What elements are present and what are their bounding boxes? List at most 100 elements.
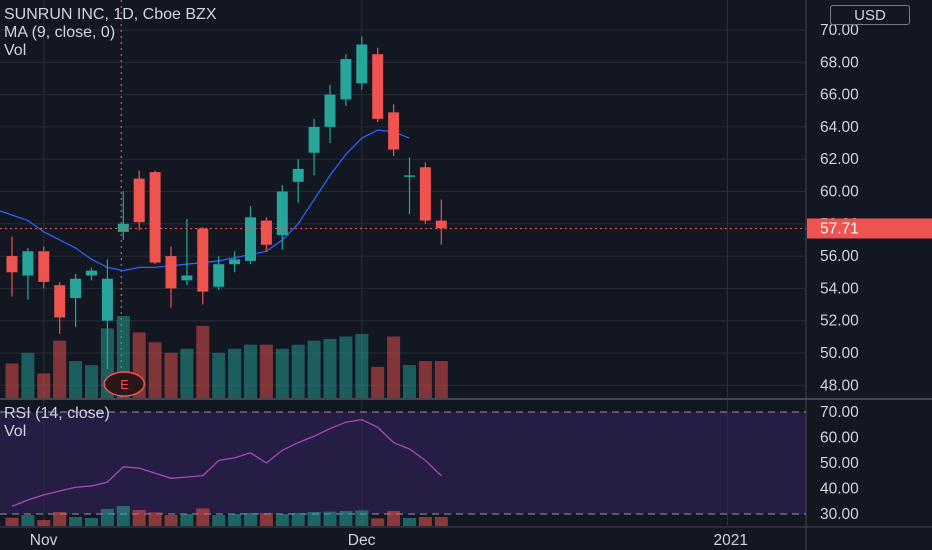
candle[interactable] <box>324 84 336 144</box>
candle[interactable] <box>388 104 400 156</box>
candle[interactable] <box>245 206 256 265</box>
candle-body <box>404 175 415 177</box>
candle-body <box>229 259 241 265</box>
candle[interactable] <box>70 273 82 328</box>
symbol-legend[interactable]: SUNRUN INC, 1D, Cboe BZX <box>4 6 217 23</box>
volume-bar <box>323 338 337 398</box>
candle[interactable] <box>340 54 352 106</box>
candle-body <box>292 168 304 182</box>
rsi-vol-legend[interactable]: Vol <box>4 423 27 440</box>
candle-body <box>149 172 161 263</box>
price-axis-label: 64.00 <box>820 119 859 136</box>
price-axis-label: 68.00 <box>820 54 859 71</box>
rsi-volume-bar <box>339 511 353 526</box>
volume-bar <box>387 336 401 398</box>
volume-bar <box>355 334 369 398</box>
candle-body <box>213 264 225 287</box>
candle[interactable] <box>6 236 18 297</box>
rsi-volume-bar <box>85 518 98 526</box>
candle[interactable] <box>356 36 368 90</box>
price-axis-label: 48.00 <box>820 377 859 394</box>
rsi-volume-bar <box>132 510 146 526</box>
candle[interactable] <box>308 118 320 176</box>
candle-body <box>324 94 336 127</box>
candle-body <box>6 256 18 273</box>
currency-button[interactable]: USD <box>830 5 910 25</box>
volume-bar <box>69 361 83 398</box>
candle[interactable] <box>181 218 193 286</box>
volume-bar <box>164 352 178 398</box>
ma-legend[interactable]: MA (9, close, 0) <box>4 24 116 41</box>
candle-body <box>435 220 447 229</box>
candle-body <box>101 278 113 321</box>
candle-body <box>260 220 272 245</box>
candle[interactable] <box>133 170 145 231</box>
candle[interactable] <box>435 199 447 245</box>
candle[interactable] <box>260 217 272 252</box>
candle-body <box>388 112 400 150</box>
candle[interactable] <box>149 170 161 265</box>
rsi-volume-bar <box>116 506 130 526</box>
candle-body <box>372 54 384 119</box>
candle[interactable] <box>229 251 241 273</box>
candle[interactable] <box>86 267 97 281</box>
vol-legend[interactable]: Vol <box>4 42 27 59</box>
earnings-badge[interactable] <box>103 371 146 397</box>
volume-bar <box>228 348 242 398</box>
volume-bar <box>291 344 305 398</box>
candle[interactable] <box>372 47 384 123</box>
rsi-volume-bar <box>21 515 35 526</box>
candle[interactable] <box>197 227 209 305</box>
rsi-volume-bar <box>5 517 19 526</box>
volume-bar <box>339 336 353 398</box>
candle-body <box>86 270 97 276</box>
candle[interactable] <box>22 248 34 300</box>
price-axis-label: 56.00 <box>820 248 859 265</box>
candle[interactable] <box>419 162 431 224</box>
price-axis-label: 70.00 <box>820 22 859 39</box>
rsi-volume-bar <box>212 515 226 526</box>
rsi-volume-bar <box>387 511 401 526</box>
rsi-volume-bar <box>291 513 305 526</box>
candle-body <box>165 256 177 289</box>
rsi-volume-bar <box>164 515 178 526</box>
candle-body <box>419 167 431 221</box>
rsi-volume-bar <box>434 517 448 526</box>
candle-body <box>54 285 66 318</box>
price-axis-label: 52.00 <box>820 313 859 330</box>
volume-bar <box>21 352 35 398</box>
time-axis-label: Nov <box>30 532 58 549</box>
candle-body <box>356 44 368 84</box>
volume-bar <box>196 325 210 398</box>
rsi-volume-bar <box>228 514 242 526</box>
candle[interactable] <box>213 256 225 291</box>
rsi-axis-label: 30.00 <box>820 506 859 523</box>
candle[interactable] <box>38 246 50 289</box>
candle[interactable] <box>404 157 415 215</box>
volume-bar <box>85 365 98 398</box>
last-price-label: 57.71 <box>820 220 859 237</box>
volume-bar <box>434 361 448 398</box>
ma-line <box>0 129 410 272</box>
volume-bar <box>307 340 321 398</box>
candle-body <box>22 251 34 276</box>
rsi-axis-label: 70.00 <box>820 404 859 421</box>
volume-bar <box>53 340 67 398</box>
rsi-volume-bar <box>244 513 257 526</box>
rsi-volume-bar <box>418 517 432 526</box>
candle[interactable] <box>276 185 288 250</box>
rsi-legend[interactable]: RSI (14, close) <box>4 405 110 422</box>
earnings-badge-outline <box>103 371 146 397</box>
candle[interactable] <box>165 246 177 308</box>
candle[interactable] <box>117 191 129 240</box>
volume-bar <box>371 366 385 398</box>
candle-body <box>197 228 209 292</box>
rsi-volume-bar <box>148 512 162 526</box>
candle[interactable] <box>292 159 304 203</box>
candle[interactable] <box>101 259 113 370</box>
rsi-volume-bar <box>100 509 114 526</box>
price-axis-label: 66.00 <box>820 87 859 104</box>
earnings-badge-label: E <box>120 377 129 392</box>
candle[interactable] <box>54 281 66 334</box>
